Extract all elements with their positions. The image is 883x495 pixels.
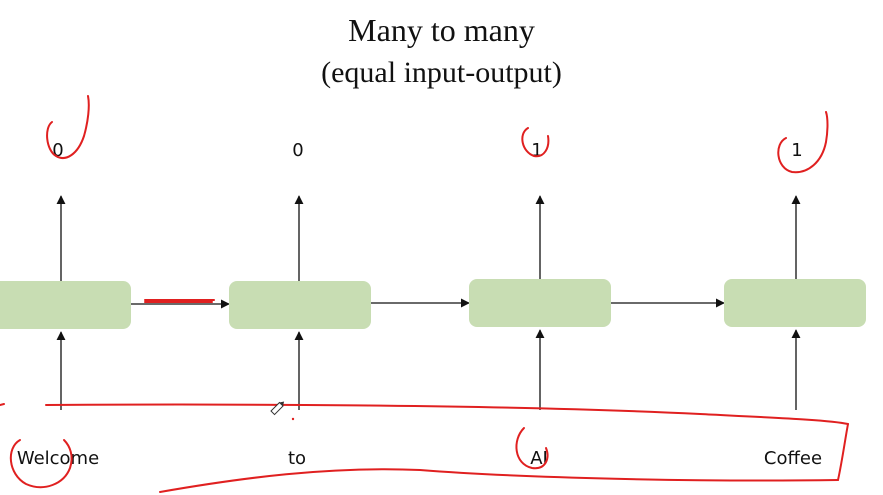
input-label: AI bbox=[530, 448, 548, 469]
annotation-mark bbox=[0, 403, 5, 406]
annotation-mark bbox=[515, 427, 549, 470]
annotation-mark bbox=[837, 423, 849, 481]
diagram-title: Many to many bbox=[348, 12, 535, 48]
annotation-mark bbox=[46, 95, 90, 159]
annotation-mark bbox=[159, 468, 839, 493]
output-label: 1 bbox=[791, 140, 803, 161]
annotation-dot bbox=[291, 417, 295, 421]
diagram-subtitle: (equal input-output) bbox=[321, 56, 562, 89]
output-label: 0 bbox=[52, 140, 64, 161]
annotation-mark bbox=[10, 439, 73, 489]
rnn-cell-1 bbox=[0, 281, 131, 329]
output-label: 1 bbox=[531, 140, 543, 161]
annotation-mark bbox=[45, 403, 849, 425]
input-label: Welcome bbox=[16, 448, 100, 469]
annotation-mark bbox=[777, 111, 829, 174]
input-label: Coffee bbox=[763, 448, 823, 469]
pencil-icon bbox=[270, 401, 285, 416]
output-label: 0 bbox=[292, 140, 304, 161]
input-label: to bbox=[287, 448, 307, 469]
rnn-cell-3 bbox=[469, 279, 611, 327]
rnn-cell-4 bbox=[724, 279, 866, 327]
rnn-cell-2 bbox=[229, 281, 371, 329]
annotation-mark bbox=[521, 127, 550, 158]
